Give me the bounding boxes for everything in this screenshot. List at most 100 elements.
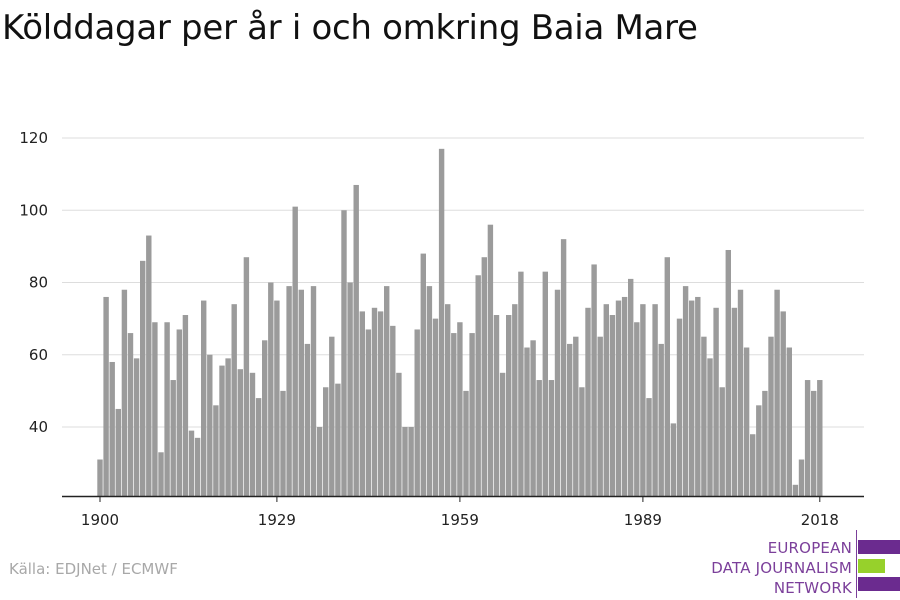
- bar-1962: [475, 275, 481, 496]
- bar-1978: [573, 336, 579, 496]
- bar-1955: [432, 318, 439, 497]
- bar-2005: [737, 289, 744, 496]
- bar-1921: [225, 358, 231, 496]
- bar-1943: [359, 311, 365, 496]
- bar-1938: [329, 336, 335, 496]
- bar-1906: [133, 358, 140, 496]
- bar-1922: [231, 304, 237, 496]
- bar-1913: [176, 329, 182, 496]
- x-axis-labels: 1900 1929 1959 1989 2018: [81, 496, 839, 529]
- logo-text: EUROPEAN DATA JOURNALISM NETWORK: [711, 538, 852, 598]
- logo-bar-purple-top: [858, 540, 900, 554]
- bar-1977: [567, 343, 573, 496]
- bar-2006: [743, 347, 750, 496]
- bar-1908: [146, 235, 152, 497]
- bar-2001: [713, 307, 719, 496]
- bar-1910: [158, 452, 164, 496]
- y-tick-label: 80: [29, 274, 48, 292]
- bar-2013: [786, 347, 792, 496]
- bar-1970: [524, 347, 530, 496]
- bar-1928: [268, 282, 274, 496]
- logo-line-2: DATA JOURNALISM: [711, 559, 852, 577]
- bar-2010: [768, 336, 774, 496]
- bar-1920: [219, 365, 225, 496]
- bar-1918: [207, 354, 213, 496]
- bar-1990: [646, 398, 652, 496]
- chart-title: Kölddagar per år i och omkring Baia Mare: [2, 8, 698, 48]
- bar-1940: [341, 210, 347, 496]
- bar-1924: [243, 257, 250, 496]
- bar-1960: [463, 390, 469, 497]
- bar-1981: [591, 264, 597, 496]
- bar-1905: [127, 333, 134, 496]
- bar-1939: [335, 383, 341, 496]
- bar-1951: [408, 427, 414, 496]
- bar-1968: [512, 304, 518, 496]
- x-tick-label: 2018: [801, 511, 839, 529]
- bar-1904: [121, 289, 128, 496]
- bar-2015: [798, 459, 805, 496]
- bar-2018: [817, 380, 823, 496]
- bar-1966: [499, 372, 506, 496]
- bar-1979: [579, 387, 585, 496]
- logo-bar-purple-bottom: [858, 577, 900, 591]
- logo-bar-green: [858, 559, 885, 573]
- bar-1953: [420, 253, 426, 496]
- bar-2009: [762, 390, 768, 497]
- x-tick-label: 1929: [258, 511, 296, 529]
- x-tick-label: 1900: [81, 511, 119, 529]
- bar-2000: [707, 358, 713, 496]
- bar-1954: [426, 286, 433, 496]
- gridlines: [62, 137, 864, 428]
- bar-1988: [634, 322, 640, 496]
- bar-1987: [628, 278, 634, 496]
- bar-1917: [201, 300, 207, 496]
- bar-1915: [188, 430, 195, 496]
- bar-1935: [310, 286, 317, 496]
- bar-1952: [414, 329, 420, 496]
- bar-1956: [438, 148, 445, 496]
- bar-1949: [396, 372, 402, 496]
- bar-1984: [609, 315, 616, 496]
- bar-1992: [658, 343, 664, 496]
- bar-1991: [652, 304, 658, 496]
- bar-1909: [152, 322, 158, 496]
- bar-1927: [262, 340, 268, 496]
- logo-divider: [856, 530, 857, 598]
- bar-1936: [316, 427, 323, 496]
- bars: [97, 148, 823, 497]
- bar-1926: [255, 398, 262, 496]
- y-tick-label: 120: [19, 129, 48, 147]
- bar-1973: [542, 271, 548, 496]
- bar-1985: [615, 300, 622, 496]
- bar-2008: [756, 405, 762, 496]
- bar-1903: [115, 408, 121, 496]
- bar-2016: [804, 380, 811, 496]
- bar-1916: [194, 437, 201, 496]
- bar-1914: [182, 315, 189, 496]
- bar-1930: [280, 390, 286, 497]
- bar-1982: [597, 336, 603, 496]
- bar-1925: [249, 372, 256, 496]
- bar-1980: [585, 307, 591, 496]
- y-axis-labels: 40 60 80 100 120: [19, 129, 48, 436]
- bar-2003: [725, 249, 731, 496]
- x-tick-label: 1959: [441, 511, 479, 529]
- bar-2017: [811, 390, 817, 497]
- bar-1937: [323, 387, 329, 496]
- bar-2011: [774, 289, 780, 496]
- bar-1961: [469, 333, 475, 496]
- bar-1975: [554, 289, 561, 496]
- bar-1923: [237, 369, 243, 496]
- bar-1993: [664, 257, 670, 496]
- x-tick-label: 1989: [624, 511, 662, 529]
- bar-1902: [109, 361, 115, 496]
- bar-1919: [213, 405, 219, 496]
- y-tick-label: 60: [29, 346, 48, 364]
- bar-2014: [792, 484, 799, 496]
- bar-2004: [731, 307, 738, 496]
- bar-1911: [164, 322, 170, 496]
- bar-1974: [548, 380, 555, 496]
- bar-1941: [347, 282, 353, 496]
- bar-1999: [701, 336, 707, 496]
